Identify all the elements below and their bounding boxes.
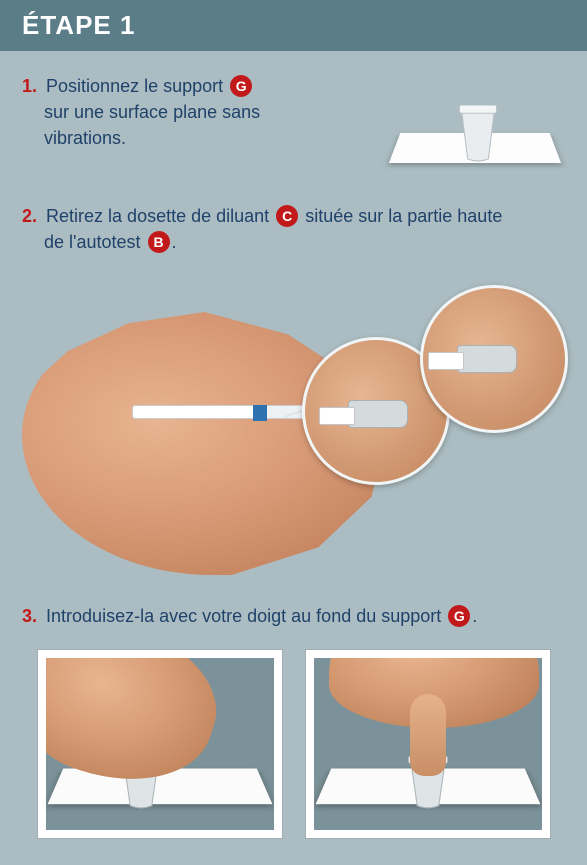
step-header: ÉTAPE 1 xyxy=(0,0,587,51)
step-2-text-d: . xyxy=(172,232,177,252)
step-2-illustration xyxy=(22,275,565,575)
frame-2 xyxy=(305,649,551,839)
cup-icon xyxy=(457,105,499,163)
badge-c: C xyxy=(276,205,298,227)
step-2-text-c: de l'autotest xyxy=(44,232,141,252)
step-3-text-b: . xyxy=(472,606,477,626)
step-1-text: 1. Positionnez le support G sur une surf… xyxy=(22,73,365,151)
step-1: 1. Positionnez le support G sur une surf… xyxy=(22,73,565,183)
content: 1. Positionnez le support G sur une surf… xyxy=(0,51,587,865)
page: ÉTAPE 1 1. Positionnez le support G sur … xyxy=(0,0,587,865)
frame-1 xyxy=(37,649,283,839)
step-2-line: 2. Retirez la dosette de diluant C situé… xyxy=(22,203,565,255)
step-3: 3. Introduisez-la avec votre doigt au fo… xyxy=(22,603,565,629)
badge-g: G xyxy=(448,605,470,627)
frame-2-inner xyxy=(314,658,542,830)
frame-1-inner xyxy=(46,658,274,830)
step-2-number: 2. xyxy=(22,206,37,226)
step-2-text-a: Retirez la dosette de diluant xyxy=(46,206,269,226)
step-2: 2. Retirez la dosette de diluant C situé… xyxy=(22,203,565,255)
badge-g: G xyxy=(230,75,252,97)
step-1-line: 1. Positionnez le support G sur une surf… xyxy=(22,73,365,151)
step-1-text-c: vibrations. xyxy=(22,125,365,151)
step-2-text-b: située sur la partie haute xyxy=(305,206,502,226)
step-1-illustration xyxy=(385,73,565,183)
step-3-text-a: Introduisez-la avec votre doigt au fond … xyxy=(46,606,441,626)
step-3-illustrations xyxy=(22,649,565,839)
step-2-line2: de l'autotest B. xyxy=(22,229,565,255)
badge-b: B xyxy=(148,231,170,253)
step-3-line: 3. Introduisez-la avec votre doigt au fo… xyxy=(22,603,565,629)
step-1-text-a: Positionnez le support xyxy=(46,76,223,96)
zoom-detail-2 xyxy=(420,285,568,433)
diluent-cap-icon xyxy=(457,345,517,373)
finger-icon xyxy=(410,694,446,776)
step-header-title: ÉTAPE 1 xyxy=(22,10,135,40)
step-1-text-b: sur une surface plane sans xyxy=(22,99,365,125)
step-3-number: 3. xyxy=(22,606,37,626)
step-1-number: 1. xyxy=(22,76,37,96)
diluent-cap-icon xyxy=(348,400,408,428)
